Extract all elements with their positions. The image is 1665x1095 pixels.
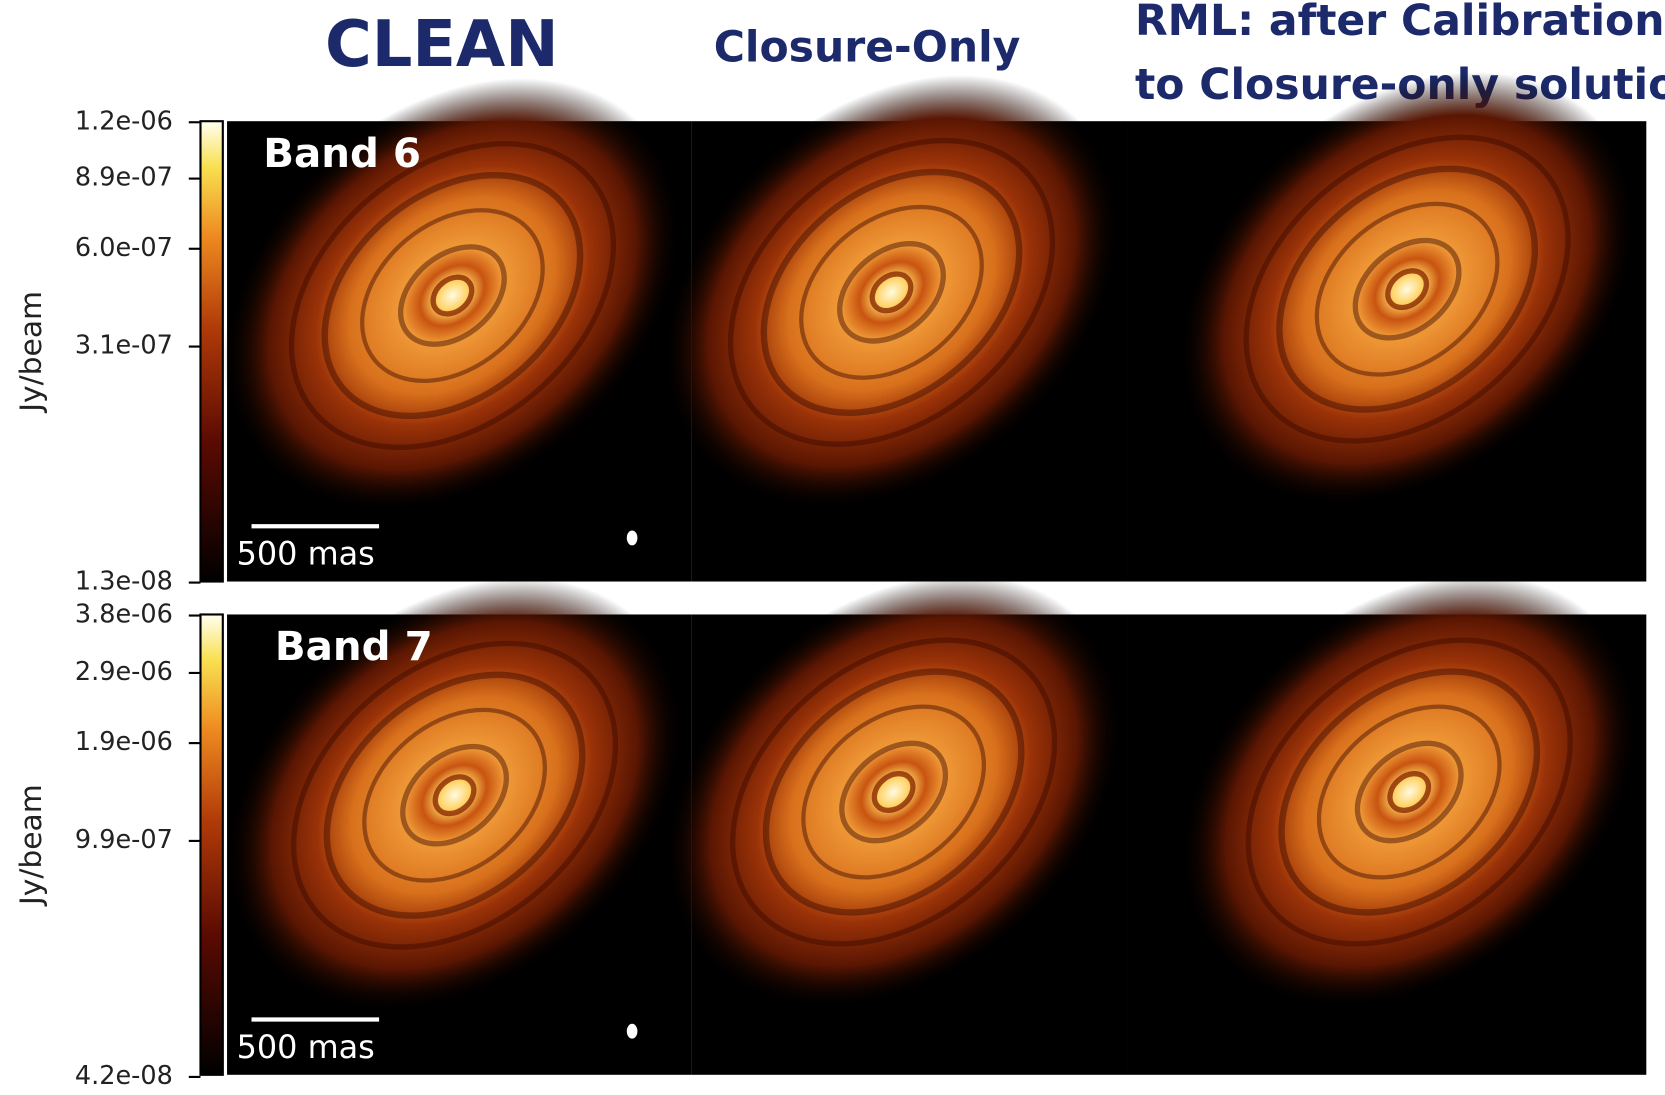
colorbar [200, 121, 222, 581]
colorbar-tick-label: 6.0e-07 [75, 233, 173, 263]
colorbar-tick-label: 1.2e-06 [75, 106, 173, 136]
column-title: RML: after Calibration [1135, 0, 1665, 46]
colorbar-tick-label: 9.9e-07 [75, 825, 173, 855]
beam [627, 1024, 638, 1039]
colorbar-label: Jy/beam [14, 291, 49, 414]
colorbar-tick-label: 1.9e-06 [75, 727, 173, 757]
colorbar-tick-label: 2.9e-06 [75, 657, 173, 687]
colorbar-tick-label: 3.8e-06 [75, 600, 173, 630]
band-label: Band 6 [263, 130, 421, 177]
colorbar [200, 614, 222, 1074]
beam [627, 530, 638, 545]
colorbar-tick-label: 1.3e-08 [75, 567, 173, 597]
figure: CLEAN Closure-Only RML: after Calibratio… [0, 0, 1665, 1095]
scale-bar-label: 500 mas [237, 535, 375, 573]
colorbar-tick-label: 3.1e-07 [75, 331, 173, 361]
colorbar-tick-label: 4.2e-08 [75, 1061, 173, 1091]
scale-bar-label: 500 mas [237, 1028, 375, 1066]
colorbar-tick-label: 8.9e-07 [75, 163, 173, 193]
column-title: CLEAN [325, 8, 559, 82]
column-title: Closure-Only [714, 24, 1021, 73]
colorbar-label: Jy/beam [14, 784, 49, 907]
page: CLEAN Closure-Only RML: after Calibratio… [0, 0, 1665, 1095]
band-label: Band 7 [275, 623, 433, 670]
